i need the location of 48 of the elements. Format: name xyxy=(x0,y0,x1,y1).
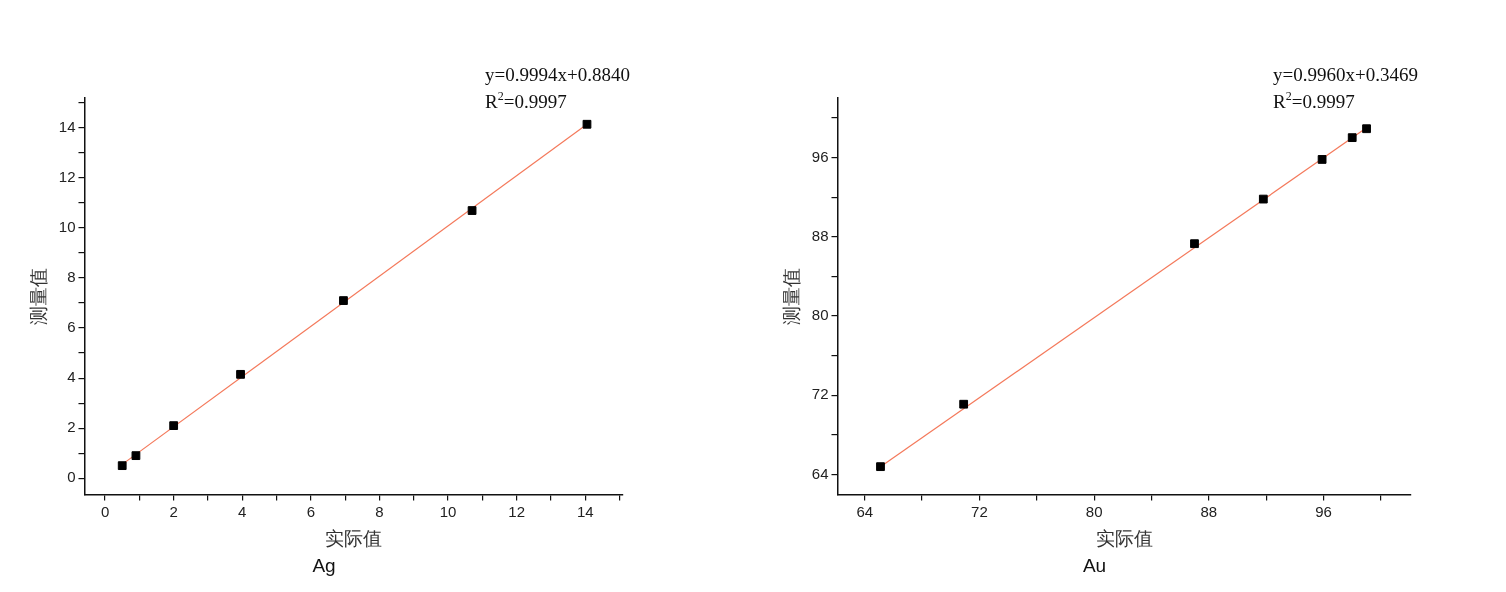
x-tick-label: 96 xyxy=(1315,502,1332,520)
point xyxy=(582,119,592,129)
y-axis-title: 测量值 xyxy=(781,267,803,325)
x-tick-label: 14 xyxy=(576,502,594,520)
point xyxy=(117,461,127,471)
y-tick-label: 10 xyxy=(58,218,76,236)
y-tick-label: 6 xyxy=(67,318,76,336)
x-tick-label: 8 xyxy=(375,502,384,520)
x-tick-label: 72 xyxy=(971,502,988,520)
x-tick-label: 0 xyxy=(100,502,110,520)
text: Au xyxy=(1082,554,1107,576)
point xyxy=(169,421,179,431)
y-tick-label: 8 xyxy=(67,268,76,286)
y-tick-label: 14 xyxy=(58,118,76,136)
x-tick-label: 4 xyxy=(238,502,247,520)
point xyxy=(131,451,141,461)
text: y=0.9960x+0.3469 xyxy=(1273,64,1418,85)
text: y=0.9994x+0.8840 xyxy=(485,64,630,85)
y-tick-label: 0 xyxy=(67,468,76,486)
point xyxy=(1317,155,1327,164)
y-tick-label: 72 xyxy=(811,385,829,403)
point xyxy=(1362,124,1371,134)
y-axis-title: 测量值 xyxy=(28,267,50,325)
point xyxy=(236,369,245,379)
x-tick-label: 10 xyxy=(439,502,457,520)
point xyxy=(876,462,885,472)
y-tick-label: 12 xyxy=(58,168,76,186)
x-tick-label: 88 xyxy=(1200,502,1218,520)
y-tick-label: 64 xyxy=(811,464,829,482)
x-tick-label: 12 xyxy=(508,502,526,520)
point xyxy=(1190,239,1199,249)
point xyxy=(467,206,477,215)
y-tick-label: 2 xyxy=(67,418,76,436)
y-tick-label: 4 xyxy=(67,368,76,386)
x-tick-label: 64 xyxy=(856,502,874,520)
point xyxy=(959,399,969,409)
text: Ag xyxy=(312,554,336,576)
x-axis-title: 实际值 xyxy=(325,527,383,549)
x-tick-label: 80 xyxy=(1085,502,1103,520)
y-tick-label: 96 xyxy=(811,147,829,165)
x-tick-label: 2 xyxy=(169,502,178,520)
y-tick-label: 88 xyxy=(811,226,829,244)
x-tick-label: 6 xyxy=(306,502,316,520)
y-tick-label: 80 xyxy=(811,306,829,324)
point xyxy=(1258,194,1268,204)
point xyxy=(339,296,348,305)
x-axis-title: 实际值 xyxy=(1095,527,1153,549)
point xyxy=(1347,133,1357,143)
